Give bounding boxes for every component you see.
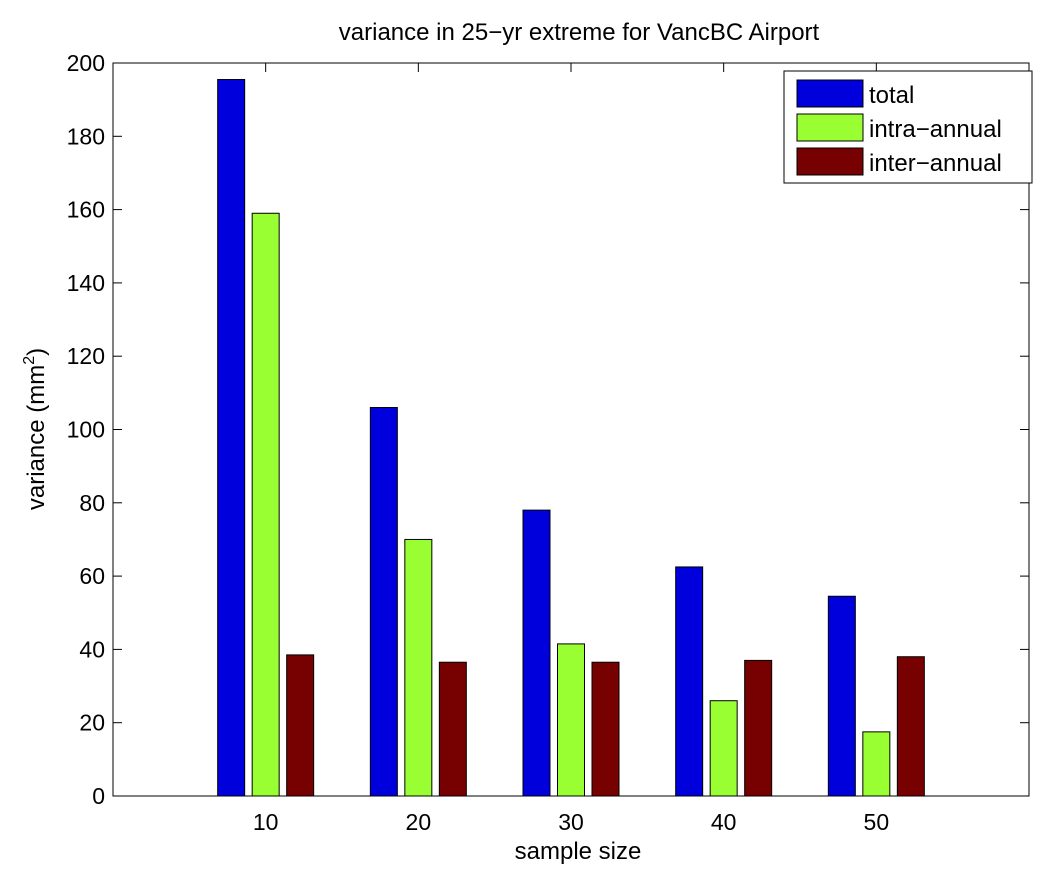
bar-intra-annual-10 [251,212,280,797]
bar-total-40 [675,566,704,797]
y-axis: 0 20 40 60 80 100 120 140 160 180 200 [67,50,1029,809]
bar-intra-annual-20 [404,538,433,797]
legend-label: inter−annual [869,150,1002,177]
bar-intra-annual-40 [709,700,738,797]
y-tick-label: 60 [79,563,105,589]
x-tick-label: 10 [253,809,279,835]
bar-series-group [217,78,925,797]
y-tick-label: 200 [67,50,105,76]
bar-inter-annual-40 [744,659,773,797]
y-tick-label: 160 [67,197,105,223]
legend-label: total [869,82,914,109]
y-tick-label: 180 [67,123,105,149]
bar-inter-annual-50 [896,656,925,797]
y-tick-label: 40 [79,636,105,662]
bar-intra-annual-50 [862,731,891,797]
bar-inter-annual-20 [438,661,467,797]
bar-inter-annual-10 [286,654,315,797]
x-tick-label: 50 [864,809,890,835]
y-tick-label: 140 [67,270,105,296]
x-tick-label: 40 [711,809,737,835]
x-tick-label: 20 [406,809,432,835]
y-tick-label: 20 [79,710,105,736]
y-axis-label: variance (mm2) [21,348,50,510]
legend: total intra−annual inter−annual [783,70,1033,184]
bar-inter-annual-30 [591,661,620,797]
bar-total-20 [369,407,398,797]
y-axis-label-main: variance (mm [23,365,50,510]
bar-intra-annual-30 [557,643,585,797]
legend-swatch [796,113,864,142]
y-tick-label: 80 [79,490,105,516]
x-tick-label: 30 [558,809,584,835]
x-axis-label: sample size [515,838,642,865]
bar-total-30 [522,509,551,797]
legend-swatch [796,79,864,108]
bar-total-10 [217,78,246,797]
bar-total-50 [827,595,856,797]
y-axis-label-end: ) [23,348,50,356]
y-tick-label: 0 [92,783,105,809]
x-axis: 10 20 30 40 50 [253,63,889,835]
y-tick-label: 100 [67,417,105,443]
legend-label: intra−annual [869,116,1002,143]
chart-title: variance in 25−yr extreme for VancBC Air… [339,19,820,46]
y-axis-label-superscript: 2 [21,356,38,365]
y-tick-label: 120 [67,343,105,369]
legend-swatch [796,147,864,176]
